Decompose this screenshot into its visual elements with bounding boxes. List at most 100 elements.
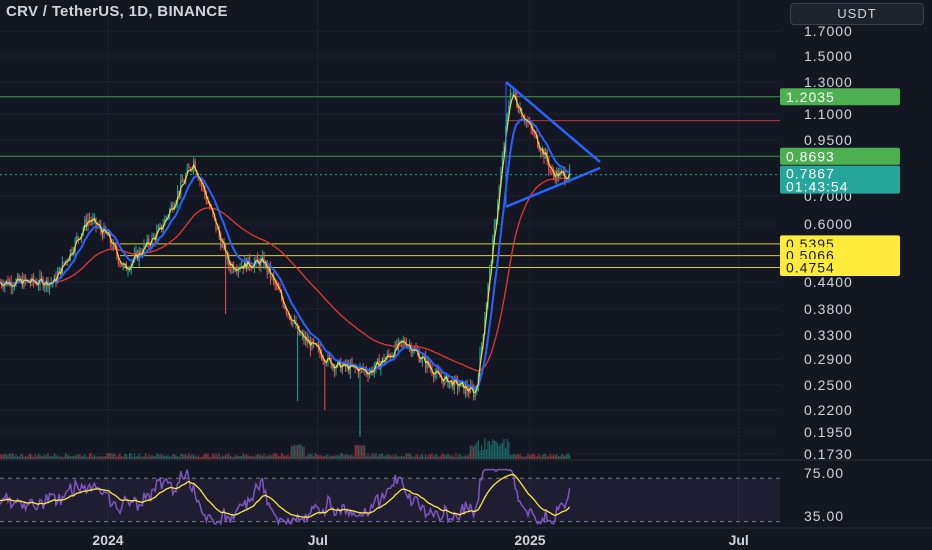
candle xyxy=(181,174,183,183)
volume-bar xyxy=(39,454,41,459)
price-label: 0.8693 xyxy=(780,147,900,165)
countdown-text: 01:43:54 xyxy=(786,179,849,195)
volume-bar xyxy=(175,455,177,459)
volume-bar xyxy=(429,454,431,459)
volume-bar xyxy=(436,454,438,459)
volume-bar xyxy=(167,455,169,459)
last-price-text: 0.7867 xyxy=(786,166,835,182)
candle-body xyxy=(549,169,551,171)
candle xyxy=(146,234,148,248)
volume-bar xyxy=(146,456,148,459)
volume-bar xyxy=(383,455,385,459)
candle-body xyxy=(129,269,131,271)
volume-bar xyxy=(434,454,436,459)
volume-bar xyxy=(309,454,311,459)
candle xyxy=(45,277,47,292)
volume-bar xyxy=(345,454,347,459)
rsi-tick-label: 35.00 xyxy=(804,508,844,524)
volume-bar xyxy=(79,454,81,459)
candle-body xyxy=(482,333,484,344)
candle-body xyxy=(127,270,129,272)
volume-bar xyxy=(269,455,271,459)
volume-bar xyxy=(10,454,12,459)
candle-body xyxy=(207,201,209,204)
volume-bar xyxy=(98,456,100,459)
candle-body xyxy=(268,266,270,273)
volume-bar xyxy=(349,454,351,459)
volume-bar xyxy=(532,453,534,459)
candle xyxy=(549,169,551,174)
candle xyxy=(297,322,299,402)
candle xyxy=(287,312,289,319)
volume-bar xyxy=(164,455,166,459)
rsi-pane: 75.00 35.00 xyxy=(0,459,932,527)
volume-bar xyxy=(476,442,478,459)
volume-bar xyxy=(442,453,444,459)
volume-bar xyxy=(9,453,11,459)
candle-body xyxy=(188,167,190,169)
volume-bar xyxy=(545,453,547,459)
candle-body xyxy=(257,256,259,261)
candle-body xyxy=(508,105,510,116)
candle-body xyxy=(511,92,513,95)
candle-body xyxy=(282,299,284,307)
price-tick-label: 0.3300 xyxy=(804,327,853,343)
volume-bar xyxy=(305,456,307,459)
volume-bar xyxy=(282,455,284,459)
candle-body xyxy=(444,376,446,385)
volume-bar xyxy=(517,453,519,459)
candle-body xyxy=(44,285,46,289)
volume-bar xyxy=(209,456,211,459)
volume-bar xyxy=(28,454,30,459)
candle-body xyxy=(449,381,451,387)
volume-bar xyxy=(322,456,324,459)
currency-button[interactable]: USDT xyxy=(790,3,924,25)
candle-body xyxy=(541,148,543,154)
candle-body xyxy=(474,392,476,397)
candle-body xyxy=(101,230,103,238)
volume-bar xyxy=(263,453,265,459)
volume-bar xyxy=(391,454,393,459)
volume-bar xyxy=(287,454,289,459)
candle-body xyxy=(509,94,511,106)
volume-bar xyxy=(348,455,350,459)
candle-body xyxy=(217,228,219,230)
candle-body xyxy=(18,275,20,282)
volume-bar xyxy=(449,455,451,459)
candle-body xyxy=(297,326,299,329)
volume-bar xyxy=(66,454,68,459)
volume-bar xyxy=(17,455,19,459)
candle xyxy=(188,163,190,169)
candle-body xyxy=(29,282,31,284)
volume-bar xyxy=(535,456,537,459)
volume-bar xyxy=(5,454,7,459)
candle xyxy=(85,213,87,231)
candle-body xyxy=(84,219,86,229)
candle-body xyxy=(383,357,385,363)
price-label: 0.4754 xyxy=(780,259,900,277)
volume-bar xyxy=(356,444,358,459)
volume-bar xyxy=(554,455,556,459)
volume-bar xyxy=(105,455,107,459)
candle-body xyxy=(159,225,161,228)
candle-body xyxy=(49,282,51,289)
volume-bar xyxy=(465,455,467,459)
candle-body xyxy=(177,191,179,203)
volume-bar xyxy=(103,456,105,459)
candle-body xyxy=(117,255,119,264)
candle-body xyxy=(186,167,188,175)
volume-bar xyxy=(474,444,476,459)
volume-bar xyxy=(513,453,515,459)
candle-body xyxy=(261,255,263,259)
candle-body xyxy=(63,261,65,264)
volume-bar xyxy=(125,454,127,459)
volume-bar xyxy=(455,453,457,459)
volume-bar xyxy=(549,453,551,459)
volume-bar xyxy=(426,456,428,459)
volume-bar xyxy=(500,443,502,459)
candle-body xyxy=(341,365,343,372)
volume-bar xyxy=(311,453,313,459)
candle-body xyxy=(245,259,247,271)
candle-body xyxy=(71,249,73,254)
